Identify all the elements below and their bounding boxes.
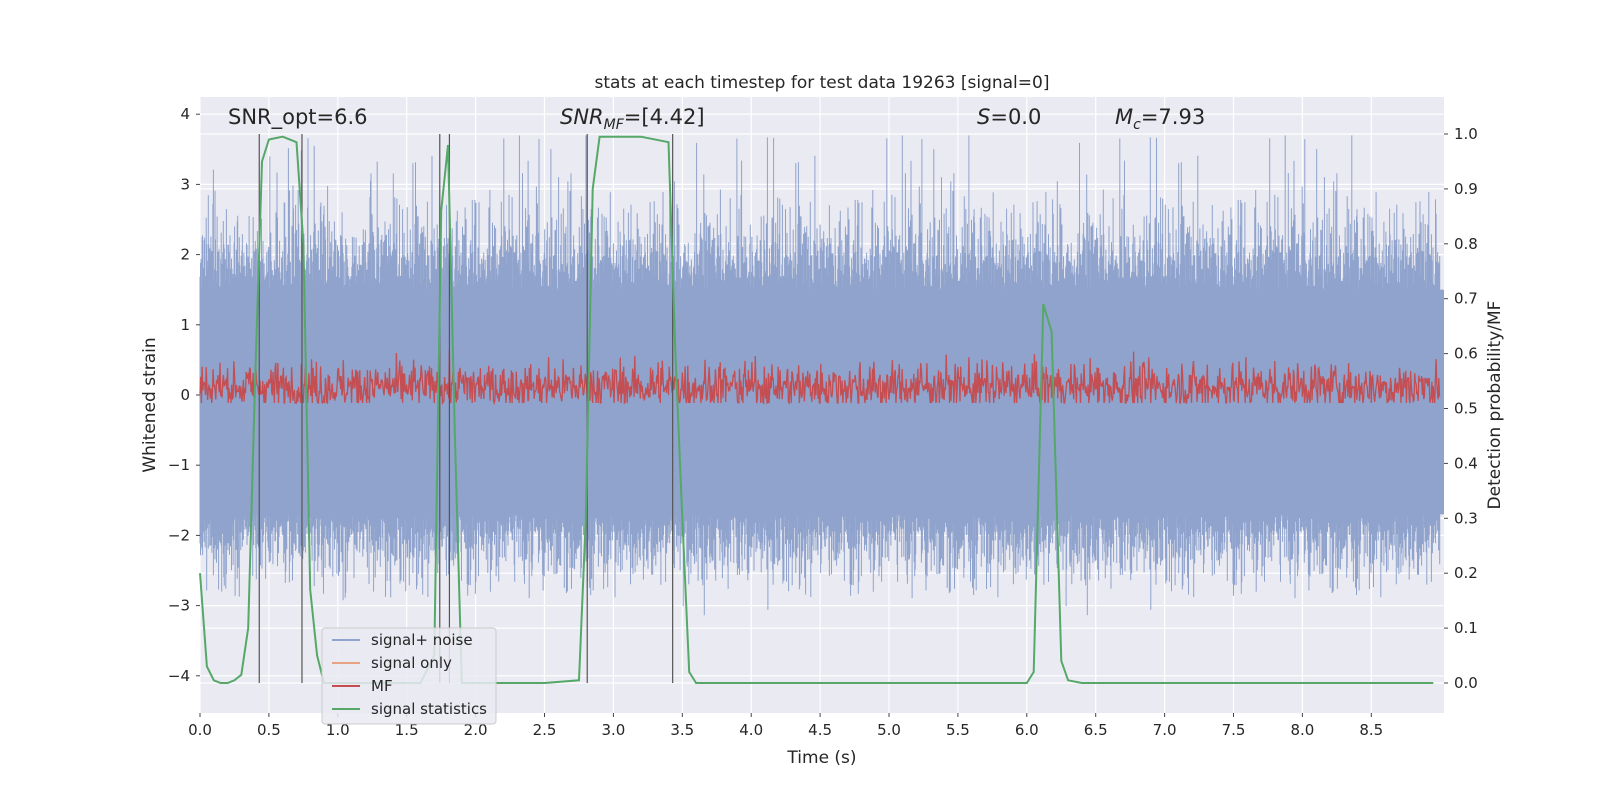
x-tick-label: 1.5	[395, 721, 419, 739]
signal-statistics-series	[199, 135, 1434, 684]
mf-series	[199, 350, 1441, 406]
y-left-tick-label: −2	[168, 526, 190, 544]
annotation-s: S=0.0	[977, 105, 1041, 129]
y-left-tick-label: −1	[168, 456, 190, 474]
legend-box	[321, 627, 497, 725]
y-right-tick-label: 0.9	[1454, 180, 1478, 198]
legend-label-mf: MF	[371, 677, 393, 695]
x-tick-label: 1.0	[326, 721, 350, 739]
x-tick-label: 6.0	[1015, 721, 1039, 739]
signal-statistics-line	[199, 135, 1434, 684]
y-right-tick-label: 0.0	[1454, 674, 1478, 692]
x-tick-label: 2.0	[464, 721, 488, 739]
y-axis-left-title: Whitened strain	[140, 337, 160, 472]
y-right-tick-label: 0.8	[1454, 235, 1478, 253]
y-right-tick-label: 0.2	[1454, 564, 1478, 582]
annotation-s-var: S	[977, 105, 990, 129]
x-tick-label: 6.5	[1084, 721, 1108, 739]
annotation-snr-mf: SNRMF=[4.42]	[560, 105, 705, 133]
mf-line	[199, 350, 1441, 406]
signal-plus-noise-series	[199, 135, 1444, 616]
x-axis-ticks: 0.0 0.5 1.0 1.5 2.0 2.5 3.0 3.5 4.0 4.5 5.0 5.5 6.0 6…	[188, 713, 1383, 739]
annotation-snr-mf-value: =[4.42]	[624, 105, 705, 129]
x-tick-label: 5.0	[877, 721, 901, 739]
legend-label-signal-statistics: signal statistics	[371, 700, 487, 718]
y-left-tick-label: −3	[168, 597, 190, 615]
x-tick-label: 3.0	[601, 721, 625, 739]
x-axis-title: Time (s)	[786, 748, 856, 768]
chart-title: stats at each timestep for test data 192…	[595, 73, 1050, 93]
y-right-tick-label: 0.3	[1454, 509, 1478, 527]
annotation-mc-value: =7.93	[1141, 105, 1205, 129]
legend-label-signal-only: signal only	[371, 654, 452, 672]
x-tick-label: 0.5	[257, 721, 281, 739]
x-tick-label: 7.0	[1153, 721, 1177, 739]
annotation-snr-mf-label: SNR	[560, 105, 604, 129]
y-left-tick-label: −4	[168, 667, 190, 685]
annotation-mc: Mc=7.93	[1115, 105, 1205, 133]
annotation-s-value: =0.0	[990, 105, 1041, 129]
y-left-tick-label: 3	[180, 175, 190, 193]
y-right-tick-label: 1.0	[1454, 125, 1478, 143]
x-tick-label: 7.5	[1222, 721, 1246, 739]
x-tick-label: 4.5	[808, 721, 832, 739]
y-axis-left-ticks: −4 −3 −2 −1 0 1 2 3 4	[168, 105, 200, 685]
y-left-tick-label: 4	[180, 105, 190, 123]
legend-label-noise: signal+ noise	[371, 631, 473, 649]
y-right-tick-label: 0.1	[1454, 619, 1478, 637]
annotation-snr-mf-subscript: MF	[604, 117, 625, 133]
x-tick-label: 4.0	[739, 721, 763, 739]
x-tick-label: 8.0	[1290, 721, 1314, 739]
annotation-snr-opt: SNR_opt=6.6	[228, 105, 368, 130]
y-right-tick-label: 0.4	[1454, 454, 1478, 472]
x-tick-label: 0.0	[188, 721, 212, 739]
legend: signal+ noise signal only MF signal stat…	[321, 627, 497, 725]
y-axis-right-ticks: 0.0 0.1 0.2 0.3 0.4 0.5 0.6 0.7 0.8 0.9 1.0	[1444, 125, 1478, 692]
x-tick-label: 5.5	[946, 721, 970, 739]
x-tick-label: 8.5	[1359, 721, 1383, 739]
x-tick-label: 2.5	[533, 721, 557, 739]
y-left-tick-label: 1	[180, 316, 190, 334]
y-left-tick-label: 2	[180, 246, 190, 264]
annotation-mc-subscript: c	[1133, 117, 1141, 133]
y-right-tick-label: 0.5	[1454, 400, 1478, 418]
y-right-tick-label: 0.6	[1454, 345, 1478, 363]
y-left-tick-label: 0	[180, 386, 190, 404]
x-tick-label: 3.5	[670, 721, 694, 739]
annotation-mc-var: M	[1115, 105, 1133, 129]
y-right-tick-label: 0.7	[1454, 290, 1478, 308]
y-axis-right-title: Detection probability/MF	[1485, 301, 1505, 510]
